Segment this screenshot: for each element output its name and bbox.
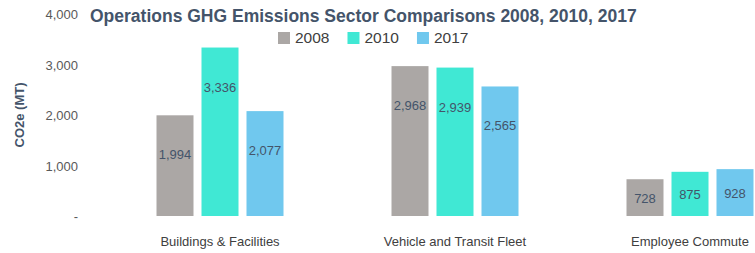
bar xyxy=(482,86,519,216)
y-tick-label: 2,000 xyxy=(45,108,78,123)
legend-swatch xyxy=(278,32,290,44)
data-label: 2,968 xyxy=(394,98,427,113)
data-label: 2,939 xyxy=(439,100,472,115)
chart-title: Operations GHG Emissions Sector Comparis… xyxy=(90,6,637,26)
bar xyxy=(627,179,664,216)
data-label: 2,565 xyxy=(484,118,517,133)
y-tick-label: 4,000 xyxy=(45,7,78,22)
bar xyxy=(202,48,239,216)
data-labels: 1,994 3,336 2,077 2,968 2,939 2,565 728 875 928 xyxy=(159,80,746,206)
data-label: 2,077 xyxy=(249,143,282,158)
legend-label: 2017 xyxy=(434,29,468,46)
bar xyxy=(717,169,754,216)
y-tick-label: 3,000 xyxy=(45,58,78,73)
legend-swatch xyxy=(347,32,359,44)
x-tick-label: Employee Commute xyxy=(631,234,749,249)
legend: 2008 2010 2017 xyxy=(278,29,468,46)
y-axis-label: CO2e (MT) xyxy=(12,83,27,148)
y-tick-label: - xyxy=(74,209,78,224)
bar xyxy=(392,66,429,216)
legend-swatch xyxy=(417,32,429,44)
data-label: 728 xyxy=(634,191,656,206)
data-label: 1,994 xyxy=(159,147,192,162)
bar xyxy=(247,111,284,216)
bars xyxy=(157,48,754,216)
legend-label: 2008 xyxy=(295,29,329,46)
data-label: 875 xyxy=(679,187,701,202)
chart-svg: Operations GHG Emissions Sector Comparis… xyxy=(0,0,755,253)
data-label: 3,336 xyxy=(204,80,237,95)
y-tick-label: 1,000 xyxy=(45,159,78,174)
data-label: 928 xyxy=(724,186,746,201)
bar xyxy=(437,68,474,216)
x-tick-label: Buildings & Facilities xyxy=(160,234,280,249)
bar xyxy=(672,172,709,216)
legend-label: 2010 xyxy=(364,29,399,46)
chart-container: Operations GHG Emissions Sector Comparis… xyxy=(0,0,755,253)
x-tick-label: Vehicle and Transit Fleet xyxy=(384,234,527,249)
bar xyxy=(157,115,194,216)
